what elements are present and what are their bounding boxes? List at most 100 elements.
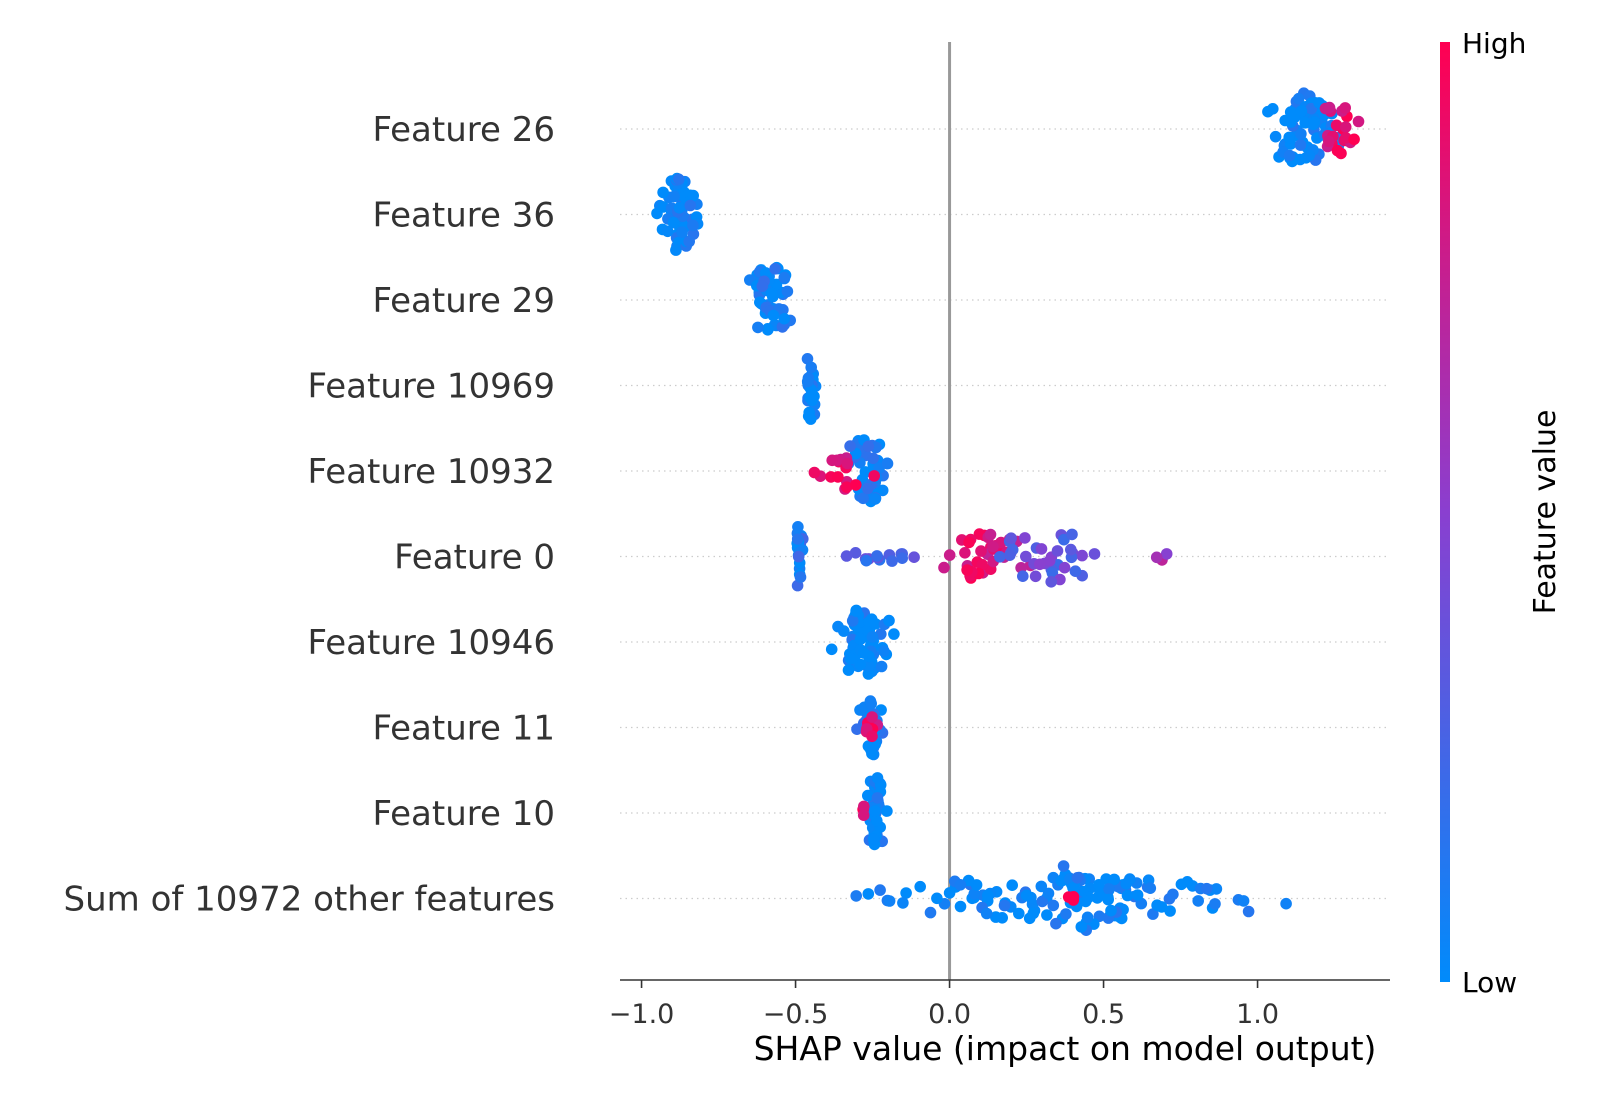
feature-label: Sum of 10972 other features: [64, 880, 555, 920]
shap-point: [1120, 878, 1132, 890]
shap-point: [802, 410, 815, 422]
x-tick-label: −0.5: [763, 999, 829, 1030]
shap-point: [1093, 879, 1105, 891]
shap-point: [897, 897, 909, 909]
shap-point: [976, 558, 988, 571]
shap-point: [982, 889, 994, 902]
shap-point: [883, 614, 895, 627]
shap-point: [881, 805, 893, 817]
shap-point: [998, 899, 1011, 912]
shap-point: [684, 199, 697, 212]
feature-label: Feature 29: [372, 281, 555, 321]
shap-point: [900, 887, 912, 899]
shap-point: [1081, 911, 1094, 924]
shap-point: [863, 659, 875, 672]
shap-point: [850, 890, 862, 902]
shap-point: [924, 906, 937, 919]
shap-point: [657, 186, 669, 199]
shap-point: [778, 312, 790, 325]
shap-point: [851, 723, 863, 735]
shap-point: [1020, 889, 1033, 902]
x-tick-label: 0.0: [928, 999, 971, 1030]
colorbar-high-label: High: [1462, 27, 1526, 60]
shap-point: [1323, 101, 1336, 114]
shap-point: [661, 225, 674, 238]
shap-point: [687, 219, 699, 232]
shap-point: [668, 190, 680, 203]
feature-label: Feature 10: [372, 794, 555, 834]
shap-point: [841, 457, 854, 470]
shap-point: [850, 605, 862, 617]
shap-point: [826, 454, 838, 467]
shap-point: [1121, 889, 1134, 902]
shap-point: [1242, 905, 1255, 918]
feature-label: Feature 10946: [308, 623, 555, 663]
shap-point: [1284, 106, 1297, 118]
shap-point: [1283, 149, 1296, 162]
shap-point: [1167, 888, 1179, 901]
shap-point: [1060, 908, 1072, 920]
shap-point: [792, 521, 804, 533]
shap-point: [874, 884, 886, 896]
shap-point: [975, 545, 987, 557]
shap-point: [869, 493, 882, 505]
shap-point: [1283, 131, 1295, 144]
shap-point: [1150, 551, 1163, 564]
feature-label: Feature 26: [372, 110, 555, 150]
shap-point: [1036, 895, 1049, 908]
shap-point: [1105, 904, 1117, 917]
shap-point: [938, 561, 950, 574]
shap-point: [1267, 103, 1279, 115]
shap-point: [1237, 895, 1250, 907]
shap-point: [1091, 892, 1104, 904]
shap-point: [871, 814, 883, 827]
colorbar-title: Feature value: [1528, 410, 1563, 615]
shap-point: [867, 833, 880, 845]
shap-point: [968, 888, 980, 900]
shap-point: [844, 653, 857, 665]
x-tick-label: 0.5: [1082, 999, 1125, 1030]
shap-point: [867, 452, 879, 465]
feature-labels: Feature 26 Feature 36 Feature 29 Feature 10…: [64, 110, 555, 920]
shap-point: [869, 805, 881, 817]
shap-point: [1020, 550, 1032, 563]
shap-point: [854, 658, 867, 671]
shap-point: [1285, 116, 1297, 128]
feature-label: Feature 10932: [308, 452, 555, 492]
shap-point: [840, 550, 853, 562]
shap-point: [1151, 899, 1163, 911]
shap-point: [832, 471, 844, 483]
shap-point: [1069, 565, 1082, 577]
shap-point: [1160, 548, 1173, 560]
shap-point: [1295, 105, 1308, 117]
shap-point: [863, 616, 875, 628]
shap-point: [1280, 897, 1292, 910]
shap-point: [1323, 135, 1335, 148]
shap-point: [914, 880, 926, 893]
shap-point: [676, 226, 688, 238]
shap-point: [868, 470, 880, 482]
shap-point: [860, 554, 873, 567]
shap-point: [1006, 879, 1018, 891]
shap-point: [1303, 149, 1315, 162]
shap-point: [1057, 860, 1070, 872]
shap-point: [854, 633, 867, 645]
shap-point: [673, 202, 686, 214]
shap-point: [866, 730, 878, 743]
shap-point: [1067, 882, 1079, 894]
shap-point: [857, 492, 869, 505]
shap-point: [1147, 908, 1159, 920]
shap-point: [1065, 543, 1077, 556]
shap-point: [866, 747, 878, 760]
shap-point: [871, 792, 884, 804]
shap-point: [871, 772, 884, 784]
shap-point: [842, 664, 855, 676]
shap-point: [857, 809, 870, 821]
shap-point: [1292, 92, 1305, 105]
x-tick-label: 1.0: [1236, 999, 1279, 1030]
shap-point: [1046, 567, 1059, 579]
colorbar: High Low Feature value: [1440, 27, 1563, 999]
shap-point: [1075, 921, 1088, 933]
feature-label: Feature 0: [394, 538, 555, 578]
shap-point: [794, 571, 807, 583]
